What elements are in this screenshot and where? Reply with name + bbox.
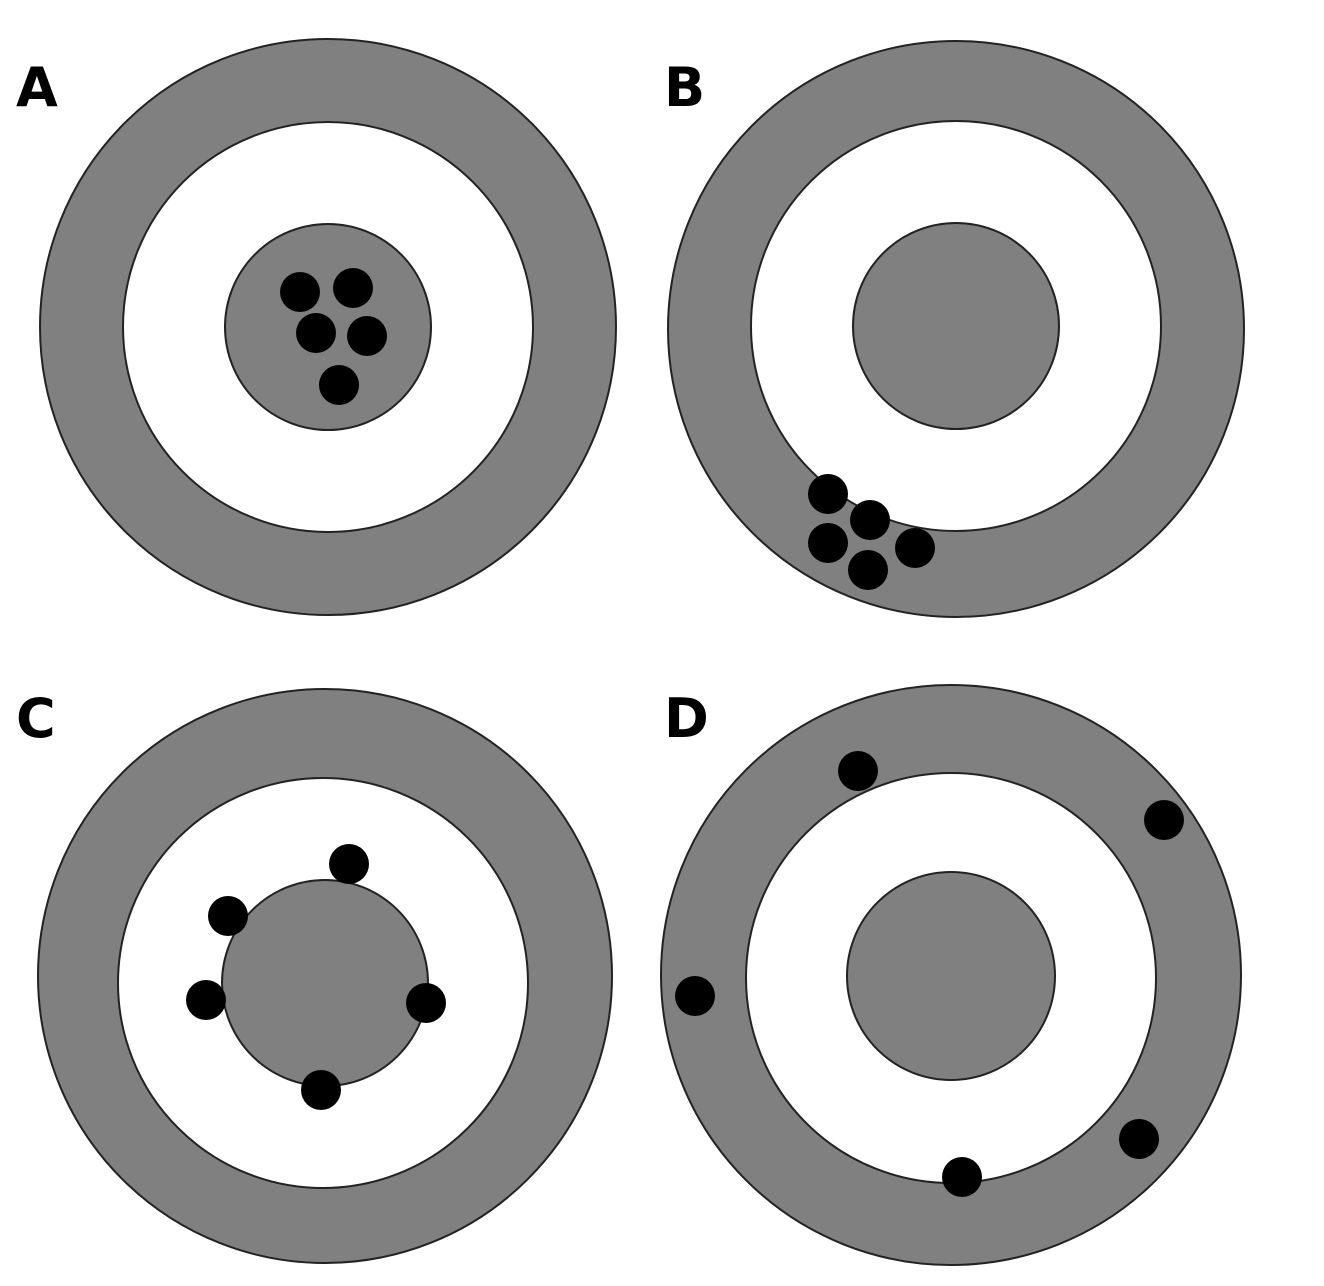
target-panel-d: D	[660, 684, 1242, 1266]
shot-mark	[329, 844, 369, 884]
shot-group	[280, 268, 387, 405]
panel-label-d: D	[664, 687, 709, 750]
shot-mark	[347, 316, 387, 356]
shot-mark	[319, 365, 359, 405]
shot-mark	[675, 976, 715, 1016]
shot-mark	[280, 272, 320, 312]
target-panel-a: A	[16, 38, 617, 616]
panel-label-c: C	[16, 687, 56, 750]
shot-mark	[301, 1070, 341, 1110]
panel-label-a: A	[16, 56, 58, 119]
shot-mark	[808, 474, 848, 514]
panel-label-b: B	[664, 56, 705, 119]
shot-mark	[333, 268, 373, 308]
bullseye	[846, 871, 1056, 1081]
shot-mark	[808, 523, 848, 563]
target-panel-c: C	[16, 687, 613, 1264]
shot-mark	[1144, 800, 1184, 840]
shot-group	[186, 844, 446, 1110]
shot-mark	[186, 980, 226, 1020]
shot-mark	[850, 500, 890, 540]
shot-mark	[296, 313, 336, 353]
shot-mark	[848, 550, 888, 590]
shot-mark	[838, 751, 878, 791]
shot-mark	[1119, 1119, 1159, 1159]
target-panel-b: B	[664, 40, 1245, 618]
shot-mark	[895, 528, 935, 568]
shot-group	[808, 474, 935, 590]
bullseye	[852, 222, 1060, 430]
shot-mark	[406, 983, 446, 1023]
shot-group	[675, 751, 1184, 1197]
shot-mark	[942, 1157, 982, 1197]
bullseye	[221, 879, 429, 1087]
shot-mark	[208, 896, 248, 936]
